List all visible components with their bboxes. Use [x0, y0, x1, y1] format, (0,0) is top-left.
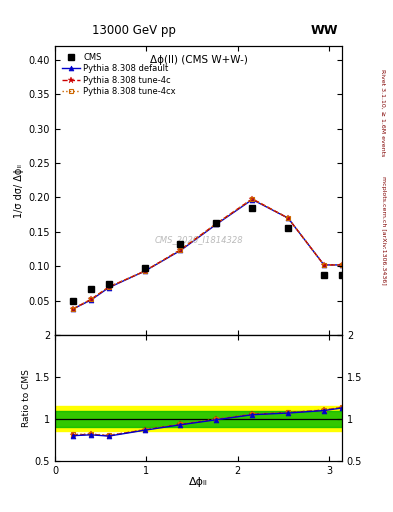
- Text: Δϕ(ll) (CMS W+W-): Δϕ(ll) (CMS W+W-): [149, 55, 248, 65]
- CMS: [178, 241, 183, 247]
- Pythia 8.308 default: [71, 306, 75, 312]
- Pythia 8.308 tune-4c: [214, 221, 219, 227]
- Pythia 8.308 default: [250, 197, 255, 203]
- Pythia 8.308 tune-4cx: [71, 306, 75, 312]
- Pythia 8.308 default: [214, 221, 219, 227]
- CMS: [340, 271, 344, 278]
- CMS: [71, 298, 75, 305]
- Pythia 8.308 tune-4cx: [321, 262, 326, 268]
- Pythia 8.308 tune-4c: [178, 247, 183, 253]
- CMS: [250, 205, 255, 211]
- CMS: [107, 281, 111, 287]
- CMS: [88, 286, 93, 292]
- Pythia 8.308 default: [286, 215, 290, 221]
- Pythia 8.308 tune-4cx: [178, 247, 183, 253]
- Line: Pythia 8.308 tune-4c: Pythia 8.308 tune-4c: [70, 196, 345, 312]
- Pythia 8.308 tune-4c: [321, 262, 326, 268]
- Pythia 8.308 tune-4c: [142, 268, 147, 274]
- Pythia 8.308 tune-4c: [250, 196, 255, 202]
- Legend: CMS, Pythia 8.308 default, Pythia 8.308 tune-4c, Pythia 8.308 tune-4cx: CMS, Pythia 8.308 default, Pythia 8.308 …: [59, 50, 178, 99]
- Text: 13000 GeV pp: 13000 GeV pp: [92, 24, 176, 37]
- Text: CMS_2020_I1814328: CMS_2020_I1814328: [154, 235, 243, 244]
- Pythia 8.308 tune-4c: [340, 262, 344, 268]
- CMS: [286, 225, 290, 231]
- Pythia 8.308 tune-4cx: [286, 215, 290, 221]
- Pythia 8.308 default: [142, 268, 147, 274]
- CMS: [321, 271, 326, 278]
- Y-axis label: 1/σ dσ/ Δϕₗₗ: 1/σ dσ/ Δϕₗₗ: [15, 164, 24, 218]
- Pythia 8.308 default: [340, 262, 344, 268]
- Pythia 8.308 default: [321, 262, 326, 268]
- X-axis label: Δϕₗₗ: Δϕₗₗ: [189, 477, 208, 487]
- Line: Pythia 8.308 default: Pythia 8.308 default: [70, 197, 344, 311]
- Text: Rivet 3.1.10, ≥ 1.6M events: Rivet 3.1.10, ≥ 1.6M events: [381, 69, 386, 156]
- Pythia 8.308 default: [178, 247, 183, 253]
- Pythia 8.308 tune-4c: [286, 215, 290, 221]
- Pythia 8.308 tune-4c: [107, 284, 111, 290]
- Text: mcplots.cern.ch [arXiv:1306.3436]: mcplots.cern.ch [arXiv:1306.3436]: [381, 176, 386, 285]
- CMS: [142, 265, 147, 271]
- Pythia 8.308 tune-4cx: [142, 268, 147, 274]
- Line: CMS: CMS: [70, 205, 345, 305]
- Pythia 8.308 tune-4cx: [107, 284, 111, 290]
- Pythia 8.308 default: [88, 297, 93, 303]
- Pythia 8.308 tune-4cx: [340, 262, 344, 268]
- CMS: [214, 220, 219, 226]
- Pythia 8.308 tune-4cx: [88, 296, 93, 303]
- Pythia 8.308 default: [107, 285, 111, 291]
- Line: Pythia 8.308 tune-4cx: Pythia 8.308 tune-4cx: [70, 197, 344, 311]
- Y-axis label: Ratio to CMS: Ratio to CMS: [22, 369, 31, 427]
- Text: WW: WW: [310, 24, 338, 37]
- Pythia 8.308 tune-4c: [88, 296, 93, 303]
- Pythia 8.308 tune-4cx: [214, 221, 219, 227]
- Pythia 8.308 tune-4c: [71, 306, 75, 312]
- Pythia 8.308 tune-4cx: [250, 196, 255, 202]
